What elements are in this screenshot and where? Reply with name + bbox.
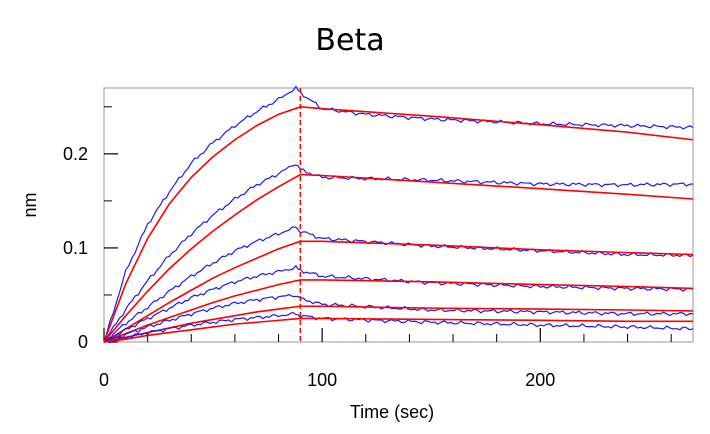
measured-curve [103, 226, 694, 343]
fit-curve [103, 173, 694, 343]
fit-curve [103, 105, 694, 343]
fit-curve [103, 240, 694, 343]
fit-curve [103, 305, 694, 343]
x-tick-label: 0 [99, 370, 109, 390]
series-lines [103, 85, 694, 344]
plot-frame [103, 87, 694, 343]
chart-title: Beta [315, 23, 384, 58]
x-tick-label: 200 [525, 370, 555, 390]
measured-curve [103, 293, 694, 343]
y-axis-label: nm [20, 192, 40, 217]
measured-curve [103, 85, 694, 343]
y-tick-label: 0 [78, 332, 88, 352]
x-ticks: 0 100 200 [99, 328, 672, 390]
y-ticks: 0 0.1 0.2 [63, 106, 118, 352]
y-tick-label: 0.2 [63, 144, 88, 164]
measured-curve [103, 264, 694, 343]
fit-curve [103, 279, 694, 343]
fit-curve [103, 317, 693, 343]
x-tick-label: 100 [307, 370, 337, 390]
x-axis-label: Time (sec) [350, 402, 434, 422]
measured-curve [103, 311, 694, 344]
y-tick-label: 0.1 [63, 238, 88, 258]
